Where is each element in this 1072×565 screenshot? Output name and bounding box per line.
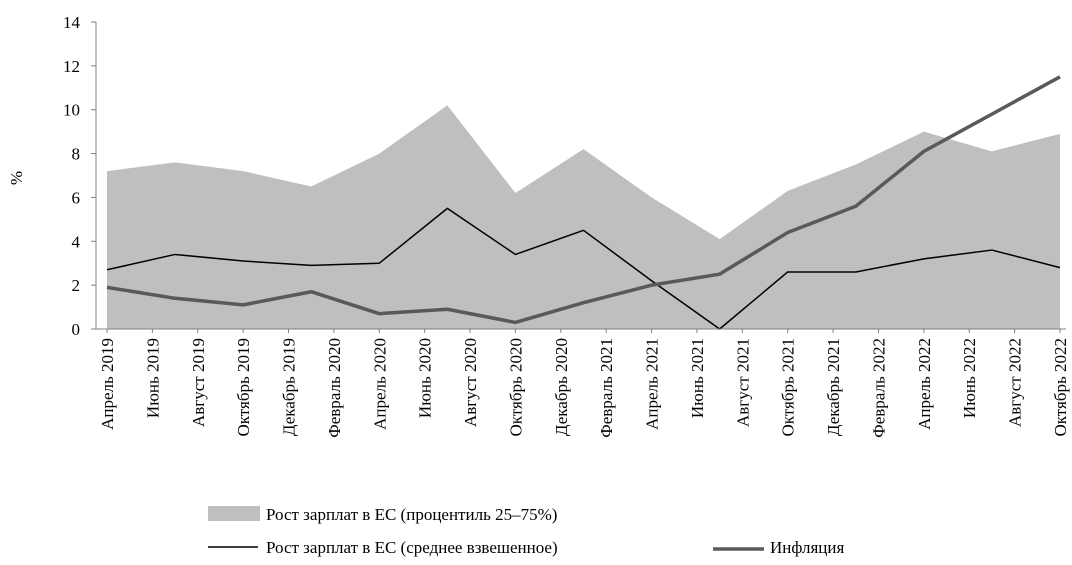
line <box>106 207 1061 330</box>
x-tick-label: Июнь 2021 <box>688 338 707 418</box>
x-tick-label: Октябрь 2019 <box>234 338 253 437</box>
x-tick-label: Октябрь 2020 <box>506 338 525 437</box>
y-tick-label: 2 <box>72 276 81 295</box>
legend-label: Инфляция <box>770 538 844 557</box>
x-tick-label: Декабрь 2021 <box>824 338 843 436</box>
x-tick-label: Апрель 2022 <box>915 338 934 430</box>
y-tick-label: 0 <box>72 320 81 339</box>
x-tick-label: Август 2019 <box>189 338 208 427</box>
x-tick-label: Февраль 2021 <box>597 338 616 438</box>
y-tick-label: 4 <box>72 232 81 251</box>
x-tick-label: Август 2020 <box>461 338 480 427</box>
x-tick-label: Апрель 2020 <box>370 338 389 430</box>
area <box>107 105 1060 329</box>
y-tick-label: 6 <box>72 188 81 207</box>
x-tick-label: Июнь 2019 <box>143 338 162 418</box>
x-tick-label: Декабрь 2019 <box>280 338 299 436</box>
x-tick-label: Июнь 2020 <box>416 338 435 418</box>
y-tick-label: 12 <box>63 57 80 76</box>
line <box>106 75 1061 325</box>
x-tick-label: Февраль 2020 <box>325 338 344 438</box>
legend-swatch <box>208 506 260 521</box>
x-tick-label: Декабрь 2020 <box>552 338 571 436</box>
x-tick-label: Апрель 2019 <box>98 338 117 430</box>
y-tick-label: 10 <box>63 101 80 120</box>
y-tick-label: 8 <box>72 145 81 164</box>
x-tick-label: Октябрь 2022 <box>1051 338 1070 437</box>
x-tick-label: Август 2022 <box>1006 338 1025 427</box>
legend-label: Рост зарплат в ЕС (процентиль 25–75%) <box>266 505 557 524</box>
x-tick-label: Июнь 2022 <box>960 338 979 418</box>
legend-label: Рост зарплат в ЕС (среднее взвешенное) <box>266 538 558 557</box>
y-axis-label: % <box>7 171 26 185</box>
x-tick-label: Февраль 2022 <box>869 338 888 438</box>
x-tick-label: Октябрь 2021 <box>779 338 798 437</box>
y-tick-label: 14 <box>63 13 81 32</box>
x-tick-label: Апрель 2021 <box>643 338 662 430</box>
x-tick-label: Август 2021 <box>733 338 752 427</box>
